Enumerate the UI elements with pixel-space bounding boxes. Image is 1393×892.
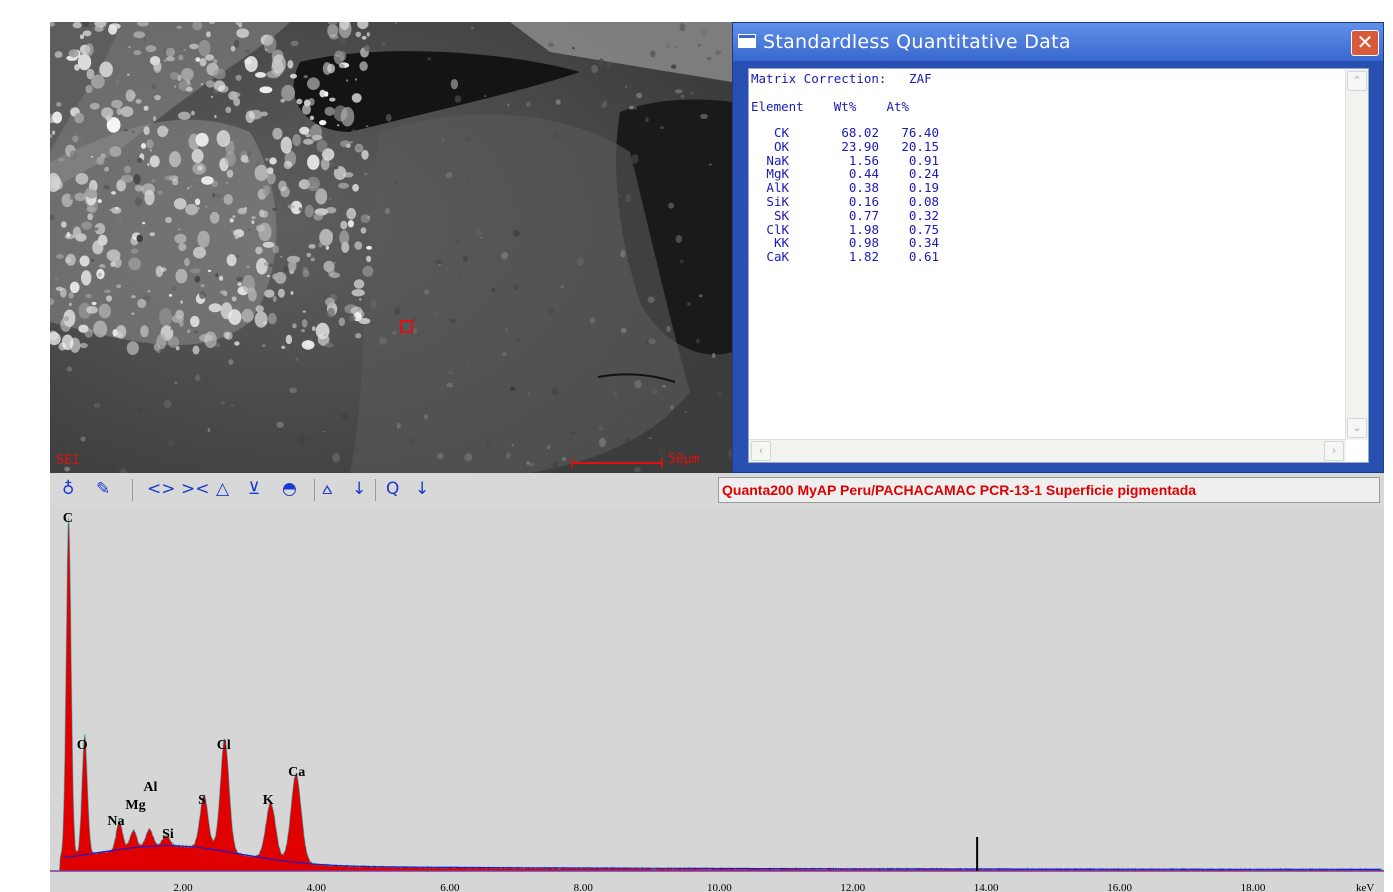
result-at: 20.15	[901, 138, 939, 154]
result-at: 0.91	[908, 152, 939, 168]
x-tick-label: 12.00	[840, 882, 865, 892]
result-wt: 0.44	[848, 166, 879, 182]
result-element: CaK	[766, 249, 789, 265]
peak-label: S	[198, 793, 206, 808]
x-tick-label: 2.00	[173, 882, 193, 892]
result-wt: 23.90	[841, 138, 879, 154]
x-unit-label: keV	[1356, 882, 1374, 892]
toolbar-divider	[314, 479, 315, 501]
result-at: 0.08	[908, 194, 939, 209]
result-wt: 68.02	[841, 125, 879, 140]
scale-down-icon[interactable]: ⊻	[248, 479, 261, 499]
result-element: KK	[773, 235, 789, 251]
detector-label: SE1	[56, 453, 80, 468]
x-tick-label: 4.00	[307, 882, 327, 892]
result-element: NaK	[766, 152, 789, 168]
spectrum-plot: 2.00 4.00 6.00 8.00 10.00 12.00 14.00 16.00 18.0…	[50, 511, 1384, 892]
result-at: 0.75	[908, 221, 939, 237]
result-element: ClK	[766, 221, 789, 237]
sem-texture	[50, 22, 732, 473]
quant-results-panel[interactable]: Matrix Correction: ZAF Element Wt% At% C…	[748, 68, 1369, 463]
result-element: SiK	[766, 194, 789, 209]
result-wt: 0.38	[848, 180, 879, 196]
result-wt: 0.77	[848, 207, 879, 223]
peak-label: Si	[162, 827, 174, 842]
sample-caption: Quanta200 MyAP Peru/PACHACAMAC PCR-13-1 …	[718, 477, 1380, 503]
x-tick-label: 18.00	[1241, 882, 1266, 892]
result-at: 0.32	[908, 207, 939, 223]
result-wt: 0.98	[848, 235, 879, 251]
result-wt: 1.82	[848, 249, 879, 265]
spectrum-outline	[57, 516, 1384, 872]
quant-window[interactable]: Standardless Quantitative Data ✕ Matrix …	[732, 22, 1384, 473]
background-fit-line	[63, 845, 1381, 870]
result-element: OK	[773, 138, 789, 154]
result-at: 0.24	[908, 166, 939, 182]
zoom-icon[interactable]: Q	[386, 479, 400, 499]
x-tick-label: 14.00	[974, 882, 999, 892]
sem-image[interactable]: SE1 50µm	[50, 22, 732, 473]
erase-icon[interactable]: ◓	[282, 479, 297, 499]
results-header: Element Wt% At%	[751, 99, 910, 114]
scale-bar-label: 50µm	[668, 452, 700, 467]
probe-icon[interactable]: ♁	[62, 479, 75, 499]
marker-icon[interactable]: ✎	[96, 479, 111, 499]
scroll-right-icon[interactable]: ›	[1324, 441, 1344, 461]
quant-titlebar[interactable]: Standardless Quantitative Data ✕	[733, 23, 1383, 61]
matrix-correction-line: Matrix Correction: ZAF	[751, 71, 932, 86]
scale-up-icon[interactable]: △	[216, 479, 230, 499]
toolbar-divider	[375, 479, 376, 501]
peak-label: Cl	[217, 738, 231, 753]
peak-label: O	[77, 738, 88, 753]
scroll-left-icon[interactable]: ‹	[751, 441, 771, 461]
result-element: CK	[773, 125, 789, 140]
result-at: 76.40	[901, 125, 939, 140]
toolbar-divider	[132, 479, 133, 501]
result-at: 0.61	[908, 249, 939, 265]
scroll-down-icon[interactable]: ⌄	[1347, 418, 1367, 438]
result-element: SK	[773, 207, 789, 223]
peak-label: K	[263, 793, 274, 808]
result-at: 0.34	[908, 235, 939, 251]
close-icon[interactable]: ✕	[1351, 30, 1379, 56]
spectrum-area	[58, 517, 1384, 871]
x-tick-label: 6.00	[440, 882, 460, 892]
result-wt: 0.16	[848, 194, 879, 209]
analysis-area-marker[interactable]	[400, 320, 413, 333]
eds-spectrum[interactable]: 2.00 4.00 6.00 8.00 10.00 12.00 14.00 16.00 18.0…	[50, 507, 1384, 892]
result-wt: 1.56	[848, 152, 879, 168]
peak-label: C	[63, 511, 73, 526]
x-tick-label: 8.00	[574, 882, 594, 892]
peak-id-icon[interactable]: ⩟	[322, 479, 333, 499]
result-at: 0.19	[908, 180, 939, 196]
peak-label: Na	[107, 814, 124, 829]
peak-id-down-icon[interactable]: ↓	[352, 479, 367, 499]
peak-label: Mg	[125, 798, 145, 813]
result-wt: 1.98	[848, 221, 879, 237]
result-element: AlK	[766, 180, 789, 196]
scroll-up-icon[interactable]: ⌃	[1347, 71, 1367, 91]
horizontal-scrollbar[interactable]: ‹ ›	[749, 439, 1346, 462]
result-element: MgK	[766, 166, 789, 182]
quant-title: Standardless Quantitative Data	[763, 31, 1071, 53]
expand-icon[interactable]: <>	[147, 479, 176, 499]
vertical-scrollbar[interactable]: ⌃ ⌄	[1345, 69, 1368, 440]
peak-label: Al	[143, 780, 157, 795]
x-tick-label: 10.00	[707, 882, 732, 892]
peak-label: Ca	[288, 765, 305, 780]
window-icon	[738, 34, 756, 48]
zoom-down-icon[interactable]: ↓	[415, 479, 430, 499]
sem-micrograph	[50, 22, 732, 473]
contract-icon[interactable]: ><	[181, 479, 210, 499]
x-tick-label: 16.00	[1107, 882, 1132, 892]
